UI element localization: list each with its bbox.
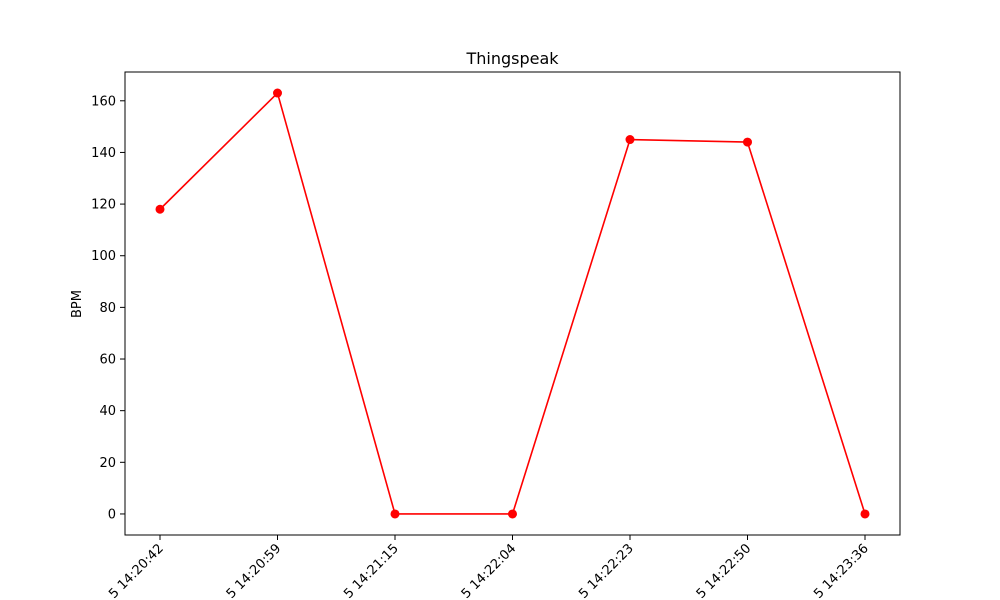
y-tick-label: 20 bbox=[99, 456, 116, 471]
data-point bbox=[155, 204, 165, 214]
plot-frame bbox=[124, 71, 901, 536]
y-tick-label: 60 bbox=[99, 353, 116, 368]
y-tick-label: 100 bbox=[91, 249, 116, 264]
data-point bbox=[860, 509, 870, 519]
y-tick-label: 120 bbox=[91, 198, 116, 213]
y-axis-label: BPM bbox=[70, 290, 85, 318]
data-point bbox=[625, 135, 635, 145]
chart-title: Thingspeak bbox=[465, 49, 559, 68]
data-point bbox=[390, 509, 400, 519]
y-tick-label: 160 bbox=[91, 94, 116, 109]
data-point bbox=[273, 88, 282, 98]
data-point bbox=[508, 509, 517, 519]
data-point bbox=[743, 137, 752, 147]
y-tick-label: 140 bbox=[91, 146, 116, 161]
y-tick-label: 0 bbox=[108, 507, 116, 522]
y-tick-label: 80 bbox=[99, 301, 116, 316]
y-tick-label: 40 bbox=[99, 404, 116, 419]
